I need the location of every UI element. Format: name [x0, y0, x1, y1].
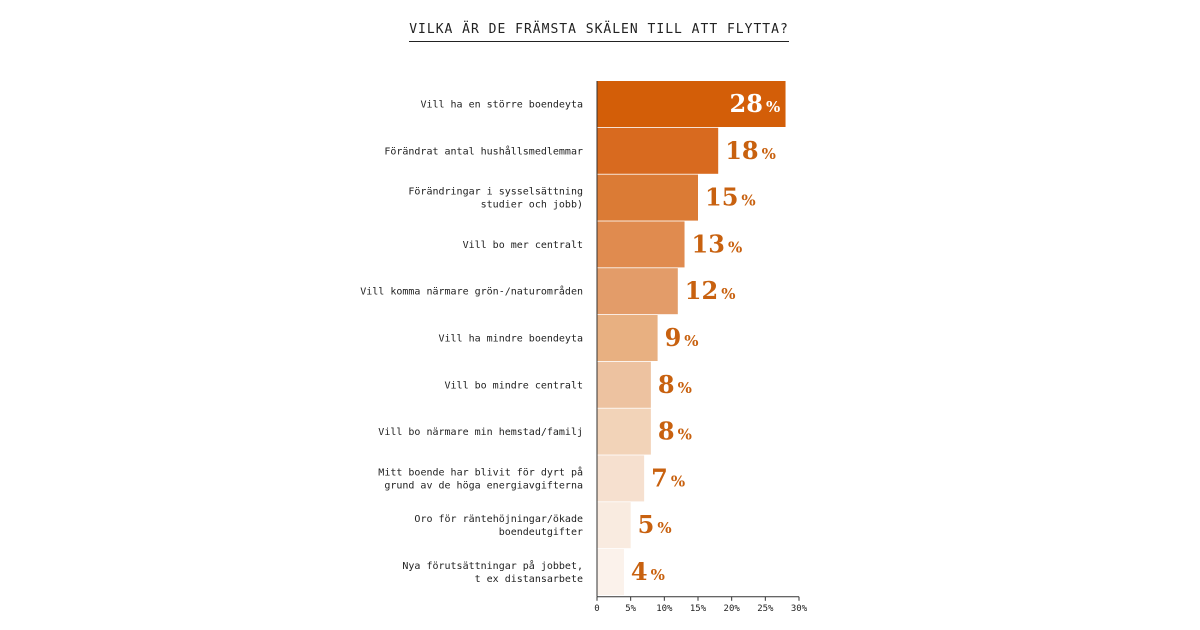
value-percent: %	[671, 472, 685, 490]
value-percent: %	[684, 332, 698, 350]
value-label: 18%	[725, 136, 776, 165]
x-tick-label: 15%	[690, 604, 707, 614]
bar-row: Förändringar i sysselsättning studier och…	[408, 174, 756, 221]
category-label-line: Förändrat antal hushållsmedlemmar	[384, 144, 583, 157]
bar	[597, 268, 678, 315]
value-number: 5	[638, 510, 655, 539]
value-label: 4%	[631, 557, 665, 586]
bar-row: Nya förutsättningar på jobbet, t ex dista…	[402, 549, 665, 595]
bar-row: Vill bo närmare min hemstad/familj 8%	[378, 408, 692, 455]
value-number: 18	[725, 136, 758, 165]
category-label: Vill ha mindre boendeyta	[439, 334, 584, 345]
bar-row: Vill bo mer centralt 13%	[463, 221, 743, 268]
value-number: 8	[658, 370, 675, 399]
category-label-line: Vill bo närmare min hemstad/familj	[378, 427, 583, 438]
value-percent: %	[721, 285, 735, 303]
value-label: 15%	[705, 183, 756, 212]
category-label-line: Vill ha mindre boendeyta	[439, 334, 584, 345]
bar-row: Förändrat antal hushållsmedlemmar 18%	[384, 127, 776, 174]
category-label: Vill komma närmare grön-/naturområden	[360, 285, 583, 298]
bar	[597, 315, 658, 361]
value-label: 8%	[658, 417, 692, 446]
value-label: 13%	[692, 229, 743, 258]
bar	[597, 361, 651, 408]
value-percent: %	[678, 379, 692, 397]
value-label: 28%	[730, 89, 781, 118]
category-label: Oro för räntehöjningar/ökade boendeutgift…	[414, 514, 583, 538]
x-tick-label: 30%	[791, 604, 808, 614]
category-label-line: Oro för räntehöjningar/ökade	[414, 514, 583, 525]
value-number: 7	[651, 463, 668, 492]
value-number: 28	[730, 89, 763, 118]
bar-row: Vill komma närmare grön-/naturområden 12%	[360, 268, 736, 315]
value-label: 12%	[685, 276, 736, 305]
value-percent: %	[651, 566, 665, 584]
category-label-line: grund av de höga energiavgifterna	[384, 480, 583, 491]
category-label: Vill bo mindre centralt	[445, 380, 583, 391]
bar-row: Vill ha mindre boendeyta 9%	[439, 315, 699, 361]
bar-row: Oro för räntehöjningar/ökade boendeutgift…	[414, 502, 672, 549]
category-label-line: studier och jobb)	[481, 200, 583, 211]
value-number: 8	[658, 417, 675, 446]
value-number: 12	[685, 276, 718, 305]
value-percent: %	[766, 98, 780, 116]
category-label-line: Förändringar i sysselsättning	[408, 187, 583, 198]
value-label: 8%	[658, 370, 692, 399]
category-label: Förändringar i sysselsättning studier och…	[408, 187, 583, 211]
category-label-line: Vill ha en större boendeyta	[420, 100, 583, 111]
bar-row: Vill ha en större boendeyta 28%	[420, 81, 786, 127]
category-label: Förändrat antal hushållsmedlemmar	[384, 144, 583, 157]
value-label: 7%	[651, 463, 685, 492]
bar	[597, 549, 624, 595]
bar	[597, 221, 685, 268]
category-label: Mitt boende har blivit för dyrt på grund …	[378, 465, 583, 491]
category-label-line: Vill bo mindre centralt	[445, 380, 583, 391]
value-label: 5%	[638, 510, 672, 539]
value-number: 4	[631, 557, 648, 586]
category-label-line: boendeutgifter	[499, 527, 583, 538]
value-percent: %	[762, 145, 776, 163]
bar-row: Mitt boende har blivit för dyrt på grund …	[378, 455, 685, 502]
x-tick-label: 0	[594, 604, 599, 614]
category-label-line: t ex distansarbete	[475, 574, 583, 585]
value-number: 15	[705, 183, 738, 212]
category-label-line: Mitt boende har blivit för dyrt på	[378, 465, 583, 478]
chart-title: VILKA ÄR DE FRÄMSTA SKÄLEN TILL ATT FLYT…	[0, 22, 1198, 42]
chart-title-text: VILKA ÄR DE FRÄMSTA SKÄLEN TILL ATT FLYT…	[409, 22, 789, 42]
bar-row: Vill bo mindre centralt 8%	[445, 361, 692, 408]
x-tick-label: 25%	[757, 604, 774, 614]
category-label: Vill bo mer centralt	[463, 240, 583, 251]
category-label-line: Vill komma närmare grön-/naturområden	[360, 285, 583, 298]
category-label: Vill ha en större boendeyta	[420, 100, 583, 111]
x-tick-label: 5%	[625, 604, 636, 614]
value-label: 9%	[665, 323, 699, 352]
bar	[597, 174, 698, 221]
category-label-line: Nya förutsättningar på jobbet,	[402, 559, 583, 572]
category-label-line: Vill bo mer centralt	[463, 240, 583, 251]
value-percent: %	[657, 519, 671, 537]
x-tick-label: 20%	[724, 604, 741, 614]
bar	[597, 502, 631, 549]
value-percent: %	[728, 238, 742, 256]
bar	[597, 408, 651, 455]
x-tick-label: 10%	[656, 604, 673, 614]
bar	[597, 81, 786, 127]
value-percent: %	[678, 426, 692, 444]
value-number: 13	[692, 229, 725, 258]
bar	[597, 455, 645, 502]
bar	[597, 127, 719, 174]
category-label: Nya förutsättningar på jobbet, t ex dista…	[402, 559, 583, 585]
category-label: Vill bo närmare min hemstad/familj	[378, 427, 583, 438]
value-number: 9	[665, 323, 682, 352]
value-percent: %	[741, 192, 755, 210]
